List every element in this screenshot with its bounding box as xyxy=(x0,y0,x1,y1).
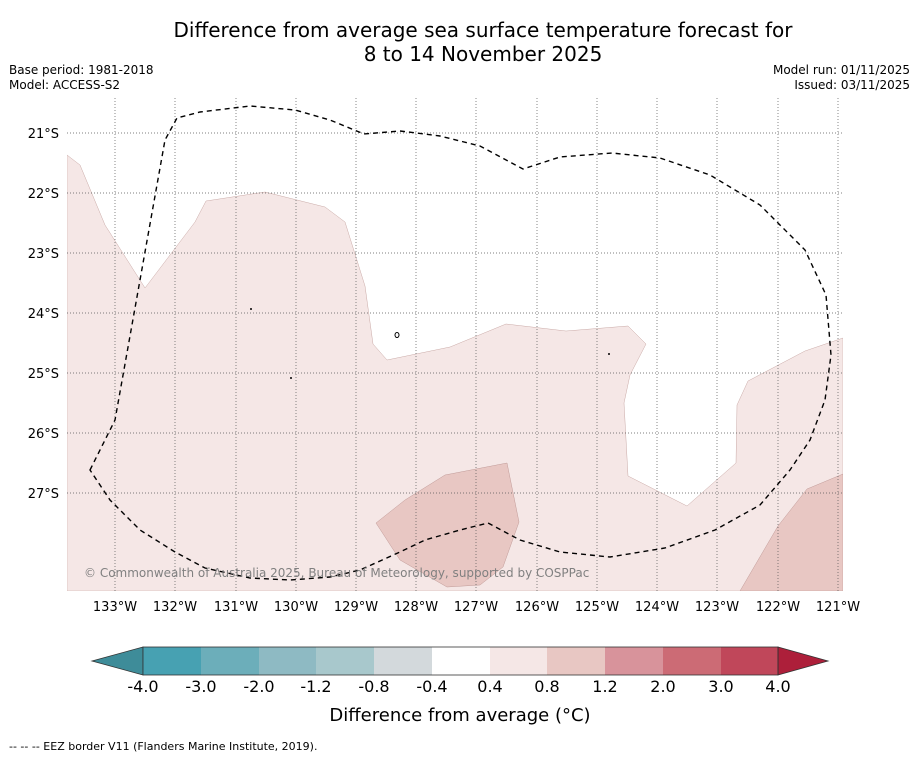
lat-label-27s: 27°S xyxy=(28,487,59,502)
map-area: © Commonwealth of Australia 2025, Bureau… xyxy=(67,98,843,591)
colorbar-segment xyxy=(143,647,201,675)
colorbar-min-arrow xyxy=(90,646,144,676)
lat-label-23s: 23°S xyxy=(28,247,59,262)
issued-date: Issued: 03/11/2025 xyxy=(794,78,910,92)
colorbar-tick-label: -4.0 xyxy=(127,677,158,696)
lon-label-131w: 131°W xyxy=(214,600,258,615)
island-small-1 xyxy=(250,308,252,310)
lon-label-133w: 133°W xyxy=(93,600,137,615)
lon-label-130w: 130°W xyxy=(274,600,318,615)
colorbar-segment xyxy=(605,647,663,675)
lon-label-121w: 121°W xyxy=(816,600,860,615)
colorbar-max-arrow xyxy=(777,646,830,676)
lon-label-132w: 132°W xyxy=(153,600,197,615)
lon-label-124w: 124°W xyxy=(635,600,679,615)
lon-label-128w: 128°W xyxy=(394,600,438,615)
colorbar-tick-label: 3.0 xyxy=(708,677,733,696)
copyright-text: © Commonwealth of Australia 2025, Bureau… xyxy=(84,566,589,580)
anomaly-region-medium-east xyxy=(739,473,843,591)
colorbar-tick-label: -0.8 xyxy=(358,677,389,696)
colorbar-tick-label: 0.8 xyxy=(534,677,559,696)
model-name: Model: ACCESS-S2 xyxy=(9,78,121,92)
colorbar-segment xyxy=(432,647,490,675)
colorbar-tick-label: 2.0 xyxy=(650,677,675,696)
eez-footnote: -- -- -- EEZ border V11 (Flanders Marine… xyxy=(9,740,318,753)
colorbar-segment xyxy=(490,647,547,675)
anomaly-region-light xyxy=(67,154,843,591)
colorbar: -4.0 -3.0 -2.0 -1.2 -0.8 -0.4 0.4 0.8 1.… xyxy=(90,646,830,726)
colorbar-segment xyxy=(316,647,374,675)
colorbar-segment xyxy=(259,647,316,675)
lat-label-21s: 21°S xyxy=(28,127,59,142)
colorbar-tick-label: -0.4 xyxy=(416,677,447,696)
lat-label-26s: 26°S xyxy=(28,427,59,442)
anomaly-region-medium-center xyxy=(375,462,520,588)
island-small-2 xyxy=(394,332,400,338)
colorbar-tick-label: 0.4 xyxy=(477,677,502,696)
lon-label-127w: 127°W xyxy=(454,600,498,615)
colorbar-tick-label: 1.2 xyxy=(592,677,617,696)
colorbar-tick-label: 4.0 xyxy=(765,677,790,696)
meta-left: Base period: 1981-2018 Model: ACCESS-S2 xyxy=(9,63,154,93)
title-line-2: 8 to 14 November 2025 xyxy=(363,42,603,66)
colorbar-segment xyxy=(201,647,259,675)
latitude-labels: 21°S 22°S 23°S 24°S 25°S 26°S 27°S xyxy=(28,127,59,502)
latitude-gridlines xyxy=(67,132,843,494)
colorbar-segment xyxy=(663,647,721,675)
colorbar-outline xyxy=(142,646,779,676)
colorbar-title: Difference from average (°C) xyxy=(329,705,590,726)
lon-label-125w: 125°W xyxy=(575,600,619,615)
colorbar-segment xyxy=(374,647,432,675)
colorbar-tick-labels: -4.0 -3.0 -2.0 -1.2 -0.8 -0.4 0.4 0.8 1.… xyxy=(127,677,790,696)
model-run: Model run: 01/11/2025 xyxy=(772,63,910,77)
lon-label-126w: 126°W xyxy=(515,600,559,615)
lat-label-24s: 24°S xyxy=(28,307,59,322)
lat-label-25s: 25°S xyxy=(28,367,59,382)
colorbar-tick-label: -1.2 xyxy=(300,677,331,696)
colorbar-tick-label: -2.0 xyxy=(243,677,274,696)
island-small-3 xyxy=(608,353,610,355)
longitude-gridlines xyxy=(114,98,839,591)
lon-label-122w: 122°W xyxy=(756,600,800,615)
colorbar-segment xyxy=(721,647,778,675)
island-small-4 xyxy=(290,377,292,379)
colorbar-tick-label: -3.0 xyxy=(185,677,216,696)
lon-label-129w: 129°W xyxy=(334,600,378,615)
colorbar-segment xyxy=(547,647,605,675)
meta-right: Model run: 01/11/2025 Issued: 03/11/2025 xyxy=(773,63,910,93)
base-period: Base period: 1981-2018 xyxy=(9,63,154,77)
islands xyxy=(250,308,610,379)
lat-label-22s: 22°S xyxy=(28,187,59,202)
eez-border xyxy=(89,105,832,581)
longitude-labels: 133°W 132°W 131°W 130°W 129°W 128°W 127°… xyxy=(93,600,860,615)
chart-title: Difference from average sea surface temp… xyxy=(0,18,919,66)
lon-label-123w: 123°W xyxy=(695,600,739,615)
title-line-1: Difference from average sea surface temp… xyxy=(173,18,793,42)
